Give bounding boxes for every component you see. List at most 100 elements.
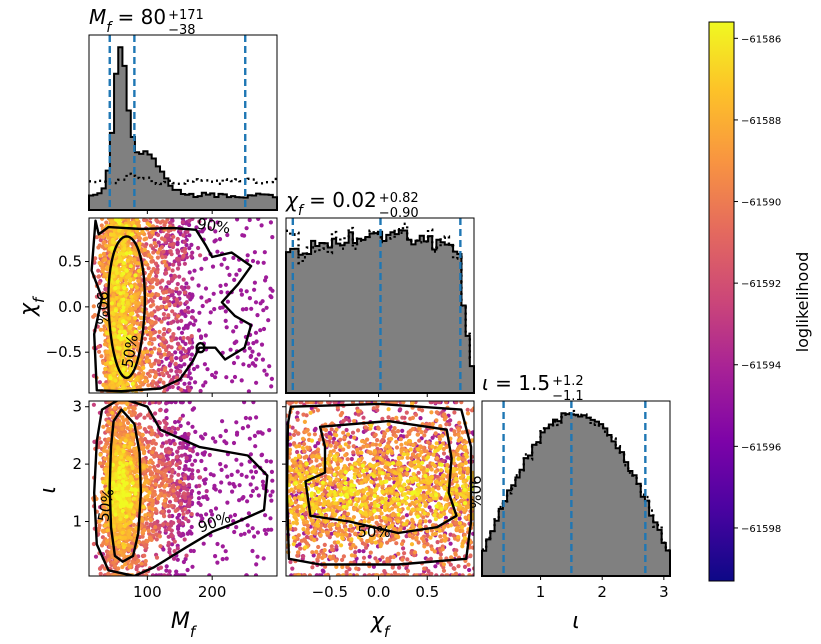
sample-point [143, 513, 148, 518]
sample-point [246, 389, 251, 393]
sample-point [140, 229, 145, 234]
contour-50 [107, 235, 146, 380]
sample-point [187, 340, 192, 345]
sample-point [181, 559, 186, 565]
sample-point [177, 460, 183, 465]
sample-point [112, 564, 117, 569]
sample-point [268, 459, 273, 464]
sample-point [100, 218, 105, 221]
sample-point [112, 406, 117, 411]
sample-point [127, 325, 132, 330]
sample-point [245, 499, 250, 504]
sample-point [154, 537, 159, 542]
sample-point [169, 533, 175, 538]
sample-point [201, 541, 206, 546]
sample-point [158, 296, 163, 301]
sample-point [162, 296, 167, 301]
sample-point [94, 294, 99, 299]
sample-point [129, 232, 134, 237]
sample-point [213, 229, 218, 234]
sample-point [247, 346, 252, 351]
sample-point [223, 464, 228, 469]
sample-point [260, 431, 265, 436]
sample-point [127, 409, 132, 415]
sample-point [208, 218, 214, 223]
sample-point [137, 241, 142, 246]
sample-point [247, 436, 252, 441]
sample-point [201, 478, 206, 483]
sample-point [217, 489, 223, 494]
sample-point [155, 434, 160, 439]
sample-point [225, 232, 230, 238]
sample-point [171, 488, 176, 493]
sample-point [115, 312, 120, 317]
sample-point [125, 300, 130, 306]
sample-point [142, 415, 147, 420]
sample-point [167, 374, 172, 379]
sample-point [105, 528, 110, 533]
sample-point [161, 336, 166, 341]
sample-point [145, 445, 150, 450]
sample-point [154, 555, 160, 560]
sample-point [126, 355, 131, 361]
sample-point [231, 360, 237, 366]
sample-point [123, 345, 129, 350]
sample-point [120, 564, 125, 570]
sample-point [116, 302, 121, 307]
sample-point [138, 425, 143, 430]
sample-point [184, 455, 189, 461]
x-tick-label: 3 [659, 583, 669, 601]
sample-point [189, 334, 194, 339]
sample-point [196, 469, 201, 474]
sample-point [250, 526, 255, 531]
sample-point [177, 262, 182, 267]
sample-point [108, 360, 113, 365]
sample-point [144, 474, 149, 479]
sample-point [112, 528, 117, 533]
sample-point [187, 500, 192, 505]
sample-point [148, 336, 153, 341]
sample-point [176, 472, 181, 477]
sample-point [137, 231, 142, 237]
sample-point [106, 557, 111, 562]
sample-point [219, 480, 224, 485]
x-tick-label: 2 [597, 583, 607, 601]
contour-label: 90% [196, 215, 232, 237]
sample-point [139, 561, 144, 566]
sample-point [230, 489, 235, 494]
sample-point [176, 530, 181, 535]
sample-point [172, 302, 177, 308]
sample-point [132, 410, 137, 416]
sample-point [212, 307, 217, 312]
sample-point [148, 369, 153, 374]
sample-point [183, 506, 188, 511]
sample-point [223, 309, 228, 314]
sample-point [101, 448, 106, 453]
sample-point [141, 487, 146, 492]
sample-point [178, 479, 183, 484]
sample-point [116, 401, 121, 405]
sample-point [179, 318, 184, 323]
sample-point [247, 459, 252, 464]
sample-point [117, 329, 122, 334]
sample-point [191, 322, 196, 327]
sample-point [106, 571, 111, 576]
sample-point [259, 223, 264, 228]
sample-point [194, 225, 199, 230]
sample-point [173, 420, 178, 425]
sample-point [183, 246, 188, 251]
sample-point [207, 573, 212, 576]
sample-point [185, 305, 191, 310]
sample-point [128, 345, 133, 350]
sample-point [130, 298, 135, 303]
sample-point [255, 313, 260, 318]
sample-point [112, 334, 117, 339]
sample-point [232, 512, 238, 518]
sample-point [176, 526, 181, 532]
sample-point [128, 441, 133, 446]
sample-point [140, 287, 145, 292]
sample-point [230, 379, 235, 384]
panel-title: Mf = 80 [89, 5, 166, 36]
sample-point [267, 428, 272, 433]
sample-point [204, 256, 209, 261]
